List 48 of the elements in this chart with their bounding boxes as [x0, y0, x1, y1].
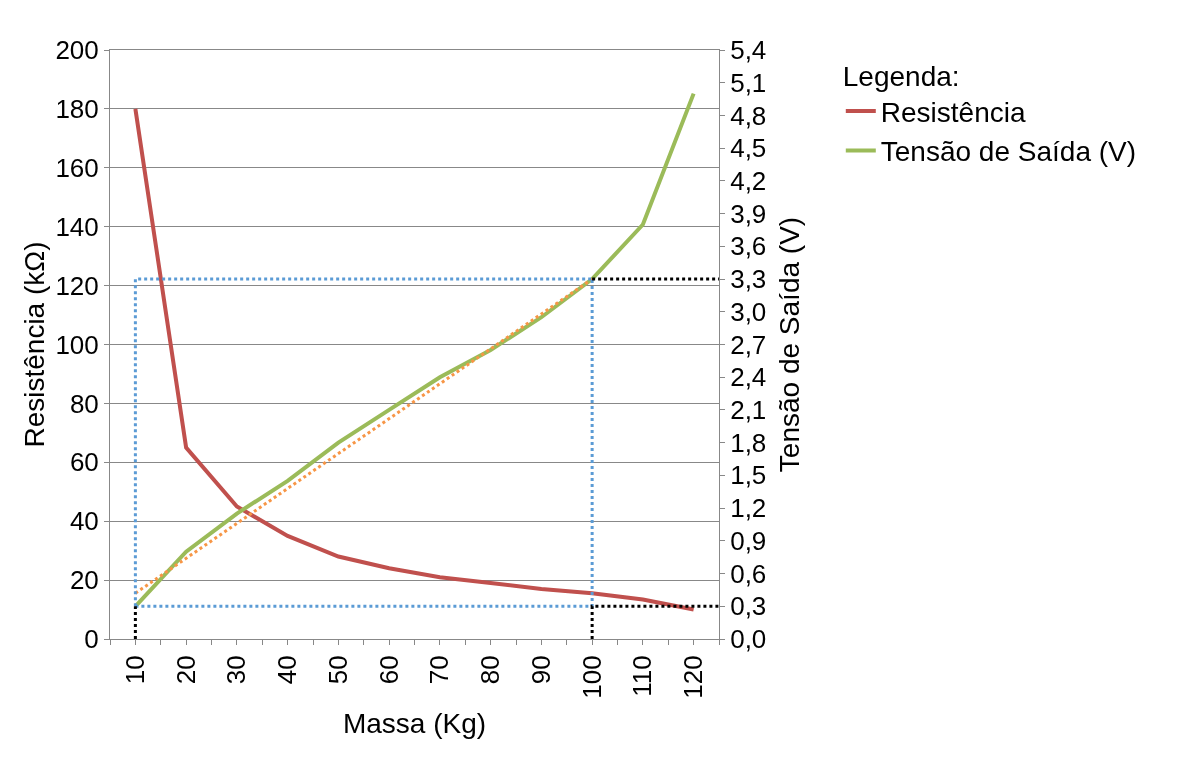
y-tick-label: 160	[55, 152, 99, 183]
x-tick-label: 100	[576, 655, 607, 699]
y2-tick-label: 4,2	[730, 165, 767, 196]
x-tick-label: 120	[678, 655, 709, 699]
y2-tick-label: 0,0	[730, 624, 767, 655]
y-tick-label: 200	[55, 35, 99, 66]
y2-tick-label: 3,0	[730, 296, 767, 327]
y-tick-label: 140	[55, 211, 99, 242]
legend-title: Legenda:	[842, 61, 960, 93]
x-tick-label: 40	[272, 655, 303, 685]
x-tick-label: 80	[475, 655, 506, 685]
y2-tick-label: 5,1	[730, 67, 767, 98]
x-tick-label: 10	[119, 655, 150, 685]
y2-tick-label: 4,5	[730, 133, 767, 164]
x-tick-label: 50	[322, 655, 353, 685]
x-tick-label: 110	[627, 655, 658, 697]
y2-tick-label: 1,2	[730, 493, 767, 524]
x-tick-label: 70	[424, 655, 455, 685]
y2-tick-label: 2,1	[730, 395, 767, 426]
y2-tick-label: 3,3	[730, 264, 767, 295]
y2-tick-label: 2,4	[730, 362, 767, 393]
y-tick-label: 40	[69, 506, 99, 537]
y-tick-label: 80	[69, 388, 99, 419]
legend-label: Resistência	[880, 97, 1026, 129]
x-tick-label: 30	[221, 655, 252, 685]
y2-tick-label: 0,9	[730, 525, 767, 556]
y2-tick-label: 0,6	[730, 558, 767, 589]
y2-tick-label: 1,5	[730, 460, 767, 491]
y-tick-label: 120	[55, 270, 99, 301]
y-axis-title: Resistência (kΩ)	[19, 241, 50, 448]
x-tick-label: 60	[373, 655, 404, 685]
y2-tick-label: 5,4	[730, 35, 767, 66]
y2-tick-label: 2,7	[730, 329, 767, 360]
y-tick-label: 180	[55, 94, 99, 124]
y-tick-label: 100	[55, 329, 99, 360]
y2-tick-label: 1,8	[730, 427, 767, 458]
y2-tick-label: 3,9	[730, 198, 767, 229]
y2-tick-label: 3,6	[730, 231, 767, 262]
x-tick-label: 90	[525, 655, 556, 685]
y2-tick-label: 4,8	[730, 100, 767, 131]
legend-label: Tensão de Saída (V)	[880, 136, 1137, 168]
y-tick-label: 0	[84, 624, 99, 655]
y-tick-label: 20	[69, 565, 99, 596]
x-axis-title: Massa (Kg)	[342, 708, 487, 739]
y2-tick-label: 0,3	[730, 591, 767, 622]
x-tick-label: 20	[170, 655, 201, 685]
y-tick-label: 60	[69, 447, 99, 478]
y2-axis-title: Tensão de Saída (V)	[774, 216, 805, 473]
